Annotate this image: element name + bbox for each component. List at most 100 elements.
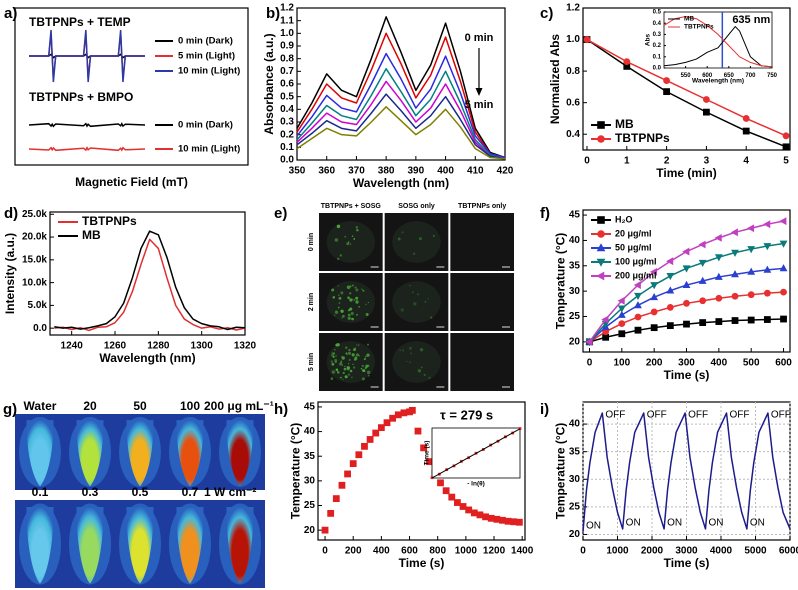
fluorescence-spot	[339, 362, 342, 366]
panel-label: a)	[4, 5, 17, 22]
x-axis-label: Wavelength (nm)	[692, 78, 744, 85]
series-line	[296, 80, 506, 160]
y-tick-label: 35	[569, 260, 581, 271]
x-tick-label: 750	[767, 73, 778, 79]
x-tick-label: 4	[743, 156, 749, 167]
data-point	[779, 217, 787, 226]
x-tick-label: 100	[613, 358, 630, 369]
data-point	[763, 265, 772, 273]
x-tick-label: 2	[664, 156, 670, 167]
y-tick-label: 0.2	[653, 43, 662, 49]
series-line	[296, 93, 506, 160]
data-point	[618, 320, 626, 327]
fluorescence-spot	[366, 353, 370, 357]
tube	[176, 420, 204, 487]
y-tick-label: 45	[569, 210, 581, 221]
annotation: OFF	[771, 410, 791, 421]
fluorescence-spot	[335, 343, 339, 347]
y-tick-label: 20.0k	[22, 232, 47, 243]
fluorescence-spot	[419, 348, 424, 352]
legend-label: TBTPNPs	[82, 214, 137, 228]
data-point	[518, 427, 522, 430]
fluorescence-spot	[351, 353, 355, 357]
x-tick-label: 1320	[234, 341, 257, 352]
fluorescence-spot	[357, 344, 360, 346]
fluorescence-spot	[358, 305, 361, 308]
fluorescence-spot	[348, 363, 350, 365]
y-tick-label: 5.0k	[28, 300, 48, 311]
y-tick-label: 45	[304, 402, 316, 413]
x-tick-label: 0	[584, 156, 590, 167]
x-tick-label: 1240	[61, 341, 84, 352]
data-point	[394, 411, 402, 419]
legend-label: 50 μg/ml	[615, 242, 652, 252]
data-point	[715, 294, 723, 302]
annotation: 5 min	[465, 99, 494, 111]
data-point	[338, 481, 346, 489]
y-tick-label: 20	[569, 529, 581, 540]
legend-label: 10 min (Light)	[178, 144, 240, 155]
fluorescence-spot	[347, 313, 351, 317]
data-point	[779, 240, 788, 248]
annotation: ON	[667, 518, 682, 529]
tube	[226, 507, 254, 584]
data-point	[699, 297, 707, 305]
x-tick-label: 390	[408, 166, 425, 177]
series-line	[296, 16, 506, 159]
data-point	[585, 337, 593, 346]
x-tick-label: 3	[704, 156, 710, 167]
data-point	[389, 414, 397, 422]
fluorescence-spot	[356, 313, 358, 316]
data-point	[742, 127, 750, 135]
data-point	[634, 326, 642, 334]
data-point	[372, 429, 380, 437]
data-point	[703, 96, 710, 103]
y-tick-label: 30	[569, 474, 581, 485]
tube	[26, 420, 54, 487]
cell-shadow	[392, 281, 441, 323]
series-line	[586, 38, 787, 137]
x-tick-label: 1	[624, 156, 630, 167]
x-tick-label: 350	[289, 166, 306, 177]
fluorescence-spot	[332, 296, 335, 299]
fluorescence-spot	[430, 316, 433, 319]
fluorescence-spot	[400, 308, 404, 312]
y-tick-label: 0.7	[280, 66, 294, 77]
annotation: ON	[586, 520, 601, 531]
data-point	[361, 442, 368, 450]
fluorescence-spot	[331, 370, 336, 374]
fluorescence-spot	[351, 235, 354, 237]
x-tick-label: 650	[724, 73, 735, 79]
y-tick-label: 10.0k	[22, 277, 47, 288]
data-point	[583, 36, 591, 43]
data-point	[634, 292, 642, 300]
fluorescence-spot	[355, 226, 359, 229]
fluorescence-spot	[337, 285, 339, 287]
fluorescence-spot	[346, 367, 350, 371]
fluorescence-spot	[331, 362, 335, 366]
x-tick-label: 3000	[675, 546, 698, 557]
fluorescence-spot	[367, 301, 370, 304]
fluorescence-spot	[428, 376, 431, 379]
fluorescence-spot	[338, 294, 340, 296]
column-header: TBTPNPs only	[458, 203, 506, 210]
y-axis-label: Absorbance (a.u.)	[262, 33, 276, 134]
fluorescence-spot	[411, 291, 414, 294]
data-point	[650, 292, 659, 301]
legend-label: 100 μg/ml	[615, 256, 657, 266]
x-axis-label: Wavelength (nm)	[353, 176, 449, 190]
data-point	[780, 288, 787, 296]
fluorescence-spot	[365, 313, 369, 317]
fluorescence-spot	[355, 288, 359, 292]
fluorescence-spot	[345, 352, 348, 355]
data-point	[666, 303, 674, 311]
legend-label: 0 min (Dark)	[178, 36, 233, 47]
tube	[26, 507, 54, 584]
legend-marker	[596, 258, 606, 267]
data-point	[663, 77, 670, 84]
y-tick-label: 0.6	[280, 79, 294, 90]
legend-label: MB	[615, 117, 634, 131]
data-point	[782, 143, 790, 151]
x-tick-label: 550	[681, 73, 692, 79]
data-point	[666, 273, 675, 281]
